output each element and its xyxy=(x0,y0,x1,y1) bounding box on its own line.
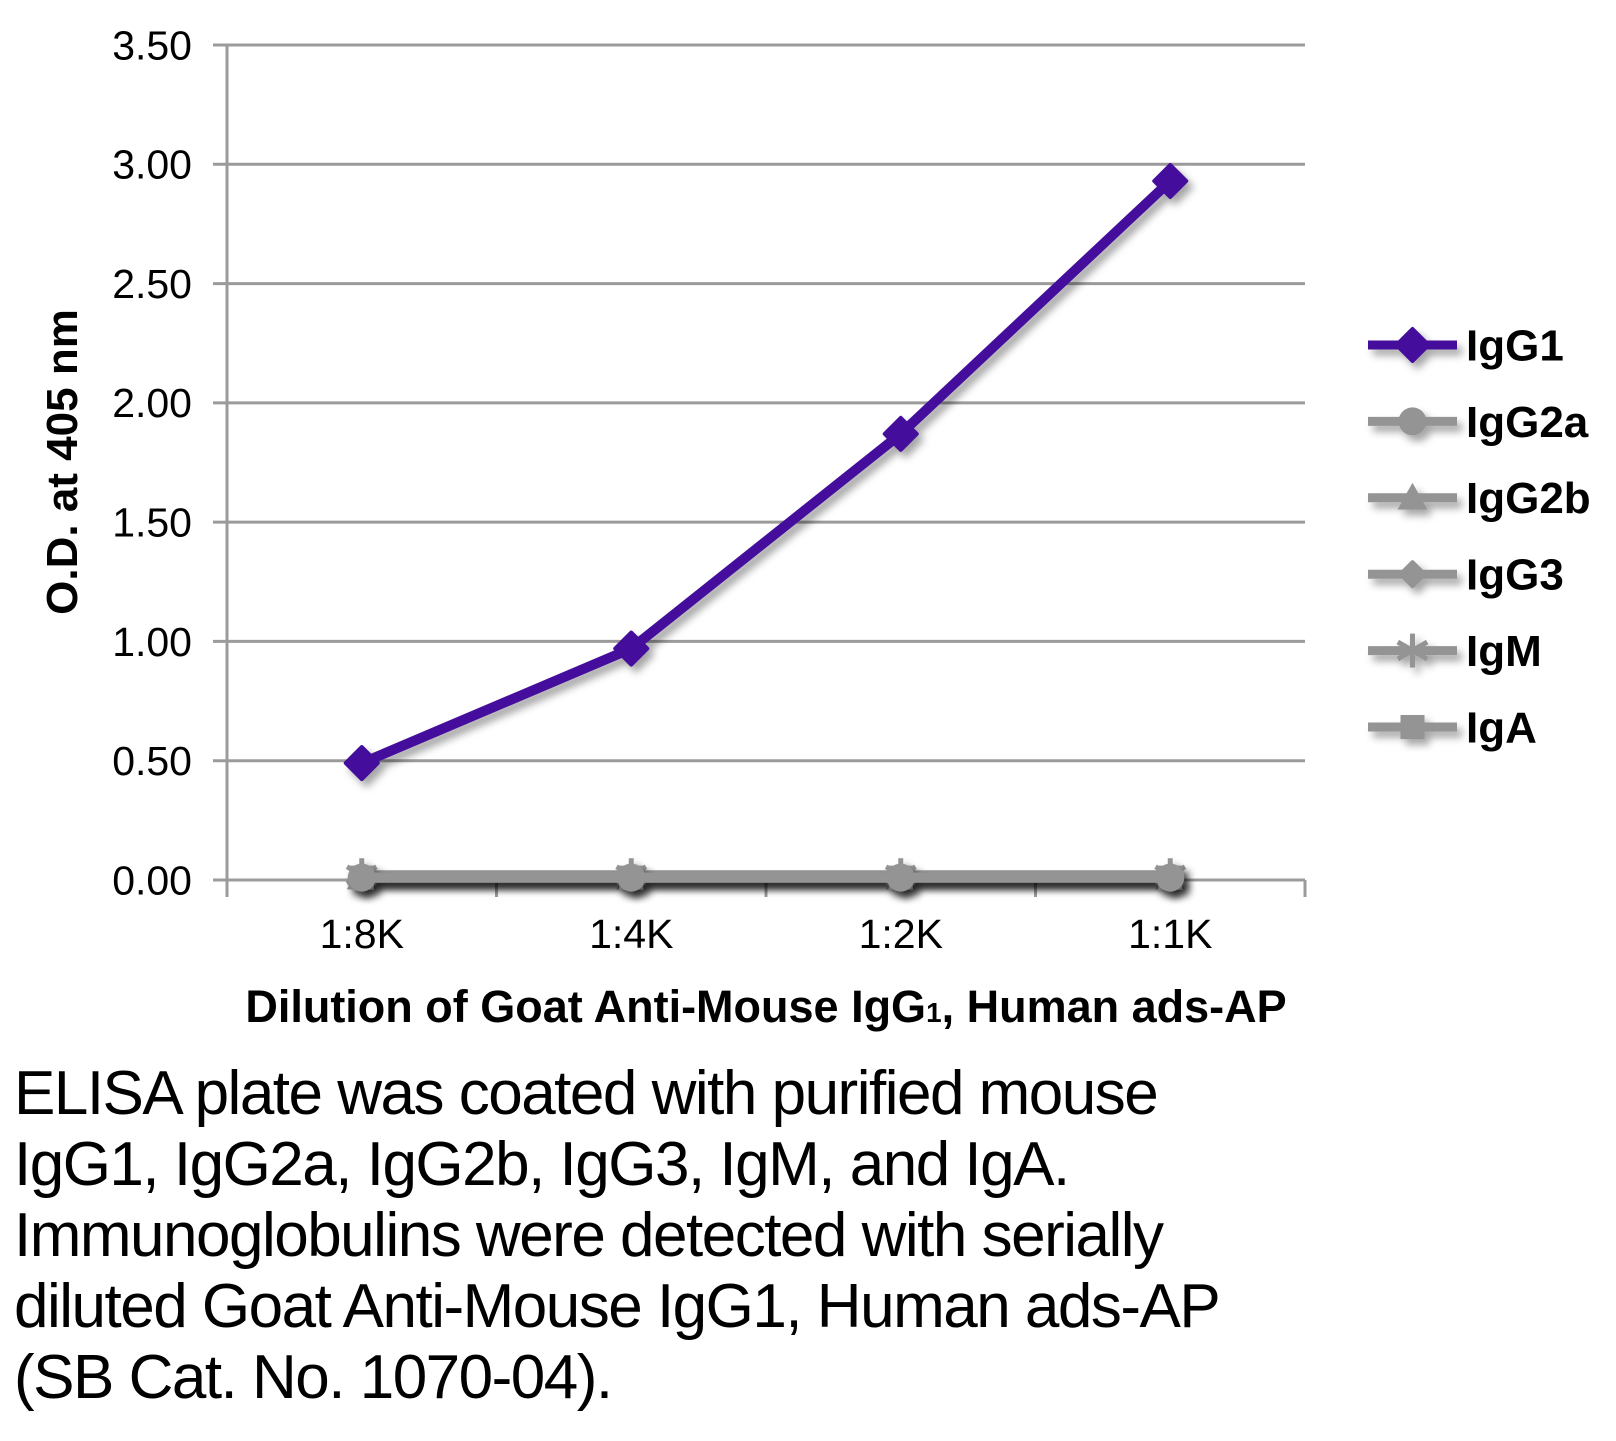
figure-caption: ELISA plate was coated with purified mou… xyxy=(14,1058,1574,1413)
y-tick-label: 3.00 xyxy=(112,142,192,188)
x-tick-label: 1:1K xyxy=(1128,911,1212,957)
legend-label-IgA: IgA xyxy=(1466,703,1537,752)
caption-line: Immunoglobulins were detected with seria… xyxy=(14,1201,1164,1270)
legend-label-IgG2b: IgG2b xyxy=(1466,474,1591,523)
x-axis-title-suffix: , Human ads-AP xyxy=(941,981,1287,1032)
legend-label-IgG1: IgG1 xyxy=(1466,321,1564,370)
y-tick-label: 0.50 xyxy=(112,738,192,784)
x-axis-title: Dilution of Goat Anti-Mouse IgG1, Human … xyxy=(227,981,1305,1033)
legend-item-IgM xyxy=(1368,633,1457,668)
y-tick-label: 1.00 xyxy=(112,619,192,665)
x-tick-label: 1:8K xyxy=(320,911,404,957)
y-axis-title: O.D. at 405 nm xyxy=(38,309,87,615)
series-IgG1 xyxy=(343,162,1189,782)
legend-item-IgG2a xyxy=(1368,407,1457,436)
caption-line: (SB Cat. No. 1070-04). xyxy=(14,1343,613,1412)
legend-label-IgG2a: IgG2a xyxy=(1466,398,1589,447)
legend-item-IgG1 xyxy=(1368,327,1457,363)
legend-label-IgG3: IgG3 xyxy=(1466,551,1564,600)
legend-item-IgA xyxy=(1368,715,1457,739)
caption-line: diluted Goat Anti-Mouse IgG1, Human ads-… xyxy=(14,1272,1221,1341)
y-tick-label: 3.50 xyxy=(112,22,192,68)
series-IgG2a xyxy=(347,863,1185,892)
legend-label-IgM: IgM xyxy=(1466,627,1542,676)
x-tick-label: 1:2K xyxy=(859,911,943,957)
caption-line: IgG1, IgG2a, IgG2b, IgG3, IgM, and IgA. xyxy=(14,1130,1070,1199)
y-tick-label: 2.50 xyxy=(112,261,192,307)
x-axis-title-subscript: 1 xyxy=(926,997,942,1028)
caption-line: ELISA plate was coated with purified mou… xyxy=(14,1059,1159,1128)
y-tick-label: 1.50 xyxy=(112,499,192,545)
y-tick-label: 2.00 xyxy=(112,380,192,426)
legend-item-IgG2b xyxy=(1368,482,1457,510)
legend-item-IgG3 xyxy=(1368,560,1457,589)
x-tick-label: 1:4K xyxy=(589,911,673,957)
y-tick-label: 0.00 xyxy=(112,857,192,903)
chart-canvas: 0.00 0.50 1.00 1.50 2.00 2.50 3.00 3.50 1:8K 1:4K… xyxy=(112,22,1591,957)
x-axis-title-prefix: Dilution of Goat Anti-Mouse IgG xyxy=(245,981,927,1032)
